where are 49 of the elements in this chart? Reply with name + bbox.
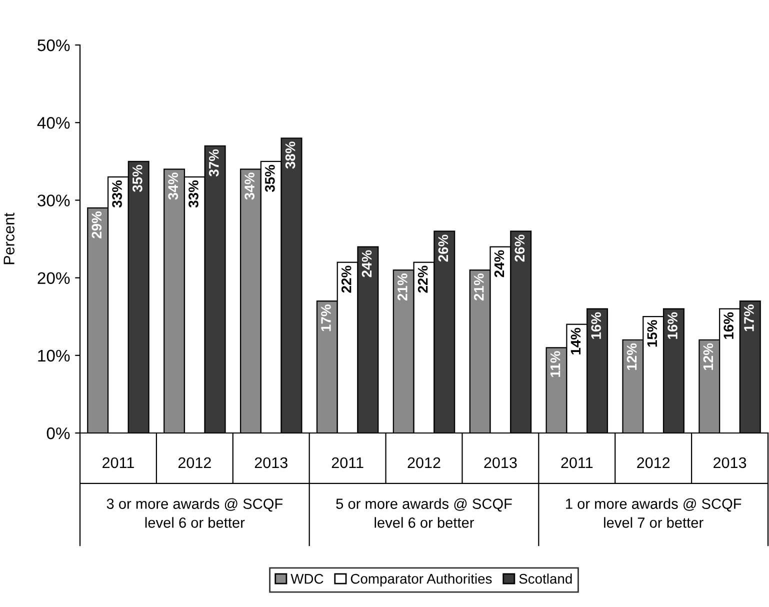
data-label: 21% [474, 274, 484, 300]
data-label: 34% [168, 172, 178, 200]
data-label: 12% [703, 343, 714, 370]
data-label: 34% [244, 172, 254, 200]
x-tick-label: 2011 [102, 457, 134, 468]
data-label: 21% [398, 274, 408, 300]
data-label: 35% [265, 164, 275, 192]
data-label: 17% [744, 304, 754, 332]
x-tick-label: 2012 [408, 457, 440, 468]
text: 5 or more awards @ SCQF level 6 or better [336, 498, 512, 528]
x-tick-label: 2012 [178, 457, 211, 468]
x-tick-label: 2013 [484, 457, 517, 468]
data-label: 22% [418, 266, 428, 293]
data-label: 33% [188, 180, 198, 208]
y-tick-label: 0% [46, 427, 70, 440]
legend-label: WDC [290, 574, 324, 584]
data-label: 22% [341, 266, 352, 293]
data-label: 15% [647, 320, 658, 347]
y-tick-label: 20% [38, 272, 70, 284]
legend-label: Comparator Authorities [350, 574, 492, 586]
y-tick-label: 30% [38, 194, 70, 206]
data-label: 24% [362, 250, 372, 278]
y-axis-title: Percent [4, 212, 14, 264]
text: 3 or more awards @ SCQF level 6 or better [106, 498, 283, 528]
y-tick-label: 50% [38, 39, 70, 52]
data-label: 11% [550, 351, 560, 377]
data-label: 17% [321, 304, 331, 332]
x-tick-label: 2012 [637, 457, 670, 468]
x-tick-label: 2011 [561, 457, 593, 468]
data-label: 33% [112, 180, 122, 208]
data-label: 37% [208, 149, 219, 176]
y-tick-label: 10% [38, 350, 70, 362]
data-label: 16% [668, 312, 678, 339]
data-label: 26% [438, 234, 448, 262]
x-tick-label: 2013 [714, 457, 746, 468]
data-label: 14% [570, 328, 581, 354]
data-label: 24% [494, 250, 504, 278]
data-label: 29% [92, 211, 102, 238]
x-tick-label: 2011 [332, 457, 364, 468]
data-label: 12% [626, 343, 637, 370]
legend-label: Scotland [519, 574, 572, 584]
data-label: 35% [132, 164, 142, 192]
x-tick-label: 2013 [254, 457, 288, 468]
data-label: 16% [724, 312, 734, 339]
y-tick-label: 40% [37, 117, 70, 129]
text: 1 or more awards @ SCQF level 7 or better [566, 498, 742, 528]
data-label: 38% [285, 142, 296, 169]
data-label: 16% [591, 312, 601, 339]
data-label: 26% [514, 234, 525, 262]
